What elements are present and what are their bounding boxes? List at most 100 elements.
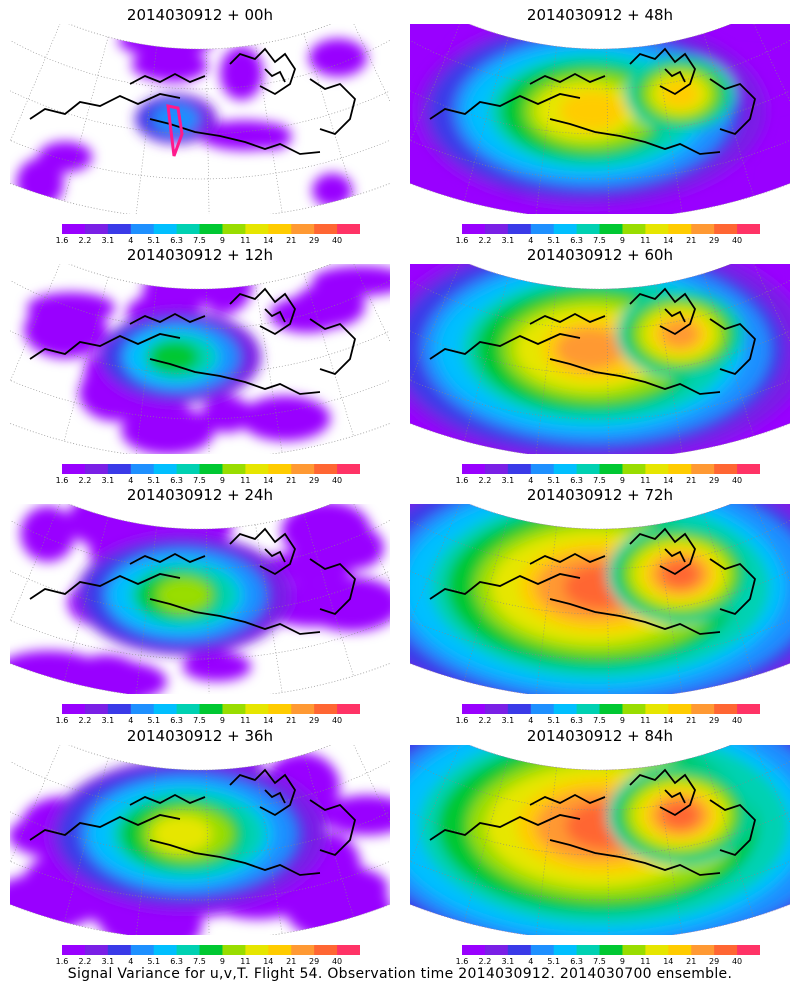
colorbar-swatch [645, 945, 669, 955]
colorbar [462, 945, 760, 955]
colorbar-tick-label: 14 [663, 957, 674, 966]
colorbar-swatch [199, 945, 223, 955]
colorbar-swatch [484, 464, 509, 474]
colorbar-tick-label: 2.2 [478, 236, 492, 245]
colorbar-swatch [314, 224, 338, 234]
colorbar-tick-label: 1.6 [55, 716, 69, 725]
colorbar-tick-label: 29 [709, 236, 720, 245]
colorbar-tick-label: 6.3 [170, 236, 183, 245]
colorbar [462, 224, 760, 234]
colorbar-tick-label: 5.1 [147, 716, 161, 725]
colorbar-tick-label: 2.2 [78, 716, 92, 725]
colorbar-swatch [314, 704, 338, 714]
colorbar-swatch [668, 464, 692, 474]
colorbar-tick-label: 5.1 [147, 957, 161, 966]
colorbar [62, 464, 360, 474]
colorbar-tick-label: 6.3 [170, 957, 183, 966]
colorbar-swatch [337, 464, 360, 474]
colorbar-tick-label: 3.1 [501, 476, 515, 485]
colorbar-swatch [222, 224, 246, 234]
colorbar-swatch [84, 224, 109, 234]
colorbar-tick-label: 11 [640, 716, 651, 725]
map-panel: 2014030912 + 72h 1.6 2.2 3.1 4 5.1 6.3 7.5 9 11 14… [400, 480, 800, 725]
colorbar-swatch [576, 945, 601, 955]
colorbar-tick-label: 29 [709, 716, 720, 725]
colorbar-swatch [222, 704, 246, 714]
colorbar-tick-label: 3.1 [501, 716, 515, 725]
colorbar-swatch [668, 224, 692, 234]
colorbar-tick-label: 4 [528, 236, 534, 245]
colorbar-swatch [645, 464, 669, 474]
colorbar-labels: 1.6 2.2 3.1 4 5.1 6.3 7.5 9 11 14 21 29 40 [52, 716, 372, 726]
colorbar-tick-label: 29 [709, 476, 720, 485]
colorbar-tick-label: 7.5 [193, 236, 206, 245]
colorbar-swatch [107, 224, 132, 234]
colorbar-swatch [645, 704, 669, 714]
panel-title: 2014030912 + 84h [526, 727, 674, 745]
colorbar-labels: 1.6 2.2 3.1 4 5.1 6.3 7.5 9 11 14 21 29 40 [52, 476, 372, 486]
colorbar-labels: 1.6 2.2 3.1 4 5.1 6.3 7.5 9 11 14 21 29 40 [52, 957, 372, 967]
colorbar-tick-label: 21 [686, 476, 697, 485]
colorbar-tick-label: 2.2 [78, 236, 92, 245]
colorbar-tick-label: 14 [663, 716, 674, 725]
colorbar-swatch [130, 224, 155, 234]
colorbar-tick-label: 40 [331, 236, 343, 245]
colorbar-swatch [153, 704, 178, 714]
colorbar-swatch [130, 945, 155, 955]
colorbar [62, 945, 360, 955]
colorbar-tick-label: 3.1 [101, 476, 115, 485]
forecast-map [410, 24, 790, 214]
colorbar-swatch [337, 704, 360, 714]
colorbar-tick-label: 2.2 [478, 957, 492, 966]
colorbar-swatch [153, 464, 178, 474]
colorbar-tick-label: 1.6 [55, 476, 69, 485]
colorbar-swatch [84, 945, 109, 955]
colorbar-tick-label: 1.6 [455, 476, 469, 485]
coastlines [429, 287, 756, 395]
colorbar-swatch [553, 945, 578, 955]
colorbar-tick-label: 9 [619, 236, 625, 245]
colorbar-tick-label: 14 [263, 716, 274, 725]
colorbar-tick-label: 5.1 [547, 716, 561, 725]
colorbar-swatch [530, 224, 555, 234]
colorbar-tick-label: 40 [731, 236, 743, 245]
colorbar-tick-label: 7.5 [593, 236, 606, 245]
colorbar-swatch [484, 704, 509, 714]
colorbar-swatch [737, 224, 760, 234]
colorbar-labels: 1.6 2.2 3.1 4 5.1 6.3 7.5 9 11 14 21 29 40 [452, 716, 772, 726]
colorbar-swatch [691, 704, 715, 714]
map-panel: 2014030912 + 48h 1.6 2.2 3.1 4 5.1 6.3 7.5 9 11 14… [400, 0, 800, 245]
colorbar-swatch [153, 945, 178, 955]
colorbar-swatch [484, 224, 509, 234]
colorbar-swatch [576, 224, 601, 234]
colorbar [62, 224, 360, 234]
colorbar-swatch [222, 945, 246, 955]
colorbar-swatch [291, 464, 315, 474]
colorbar-swatch [462, 464, 486, 474]
panel-title: 2014030912 + 00h [126, 6, 274, 24]
colorbar-tick-label: 21 [686, 957, 697, 966]
colorbar-swatch [691, 464, 715, 474]
colorbar-tick-label: 21 [686, 716, 697, 725]
colorbar-tick-label: 11 [640, 476, 651, 485]
coastlines [29, 527, 356, 635]
colorbar-tick-label: 11 [240, 476, 251, 485]
colorbar-swatch [737, 464, 760, 474]
colorbar-swatch [62, 945, 86, 955]
colorbar-swatch [668, 704, 692, 714]
colorbar-swatch [84, 704, 109, 714]
colorbar-tick-label: 29 [709, 957, 720, 966]
colorbar-tick-label: 4 [528, 476, 534, 485]
colorbar-swatch [576, 704, 601, 714]
colorbar-swatch [222, 464, 246, 474]
forecast-map [410, 745, 790, 935]
colorbar-swatch [507, 464, 532, 474]
coastlines [429, 527, 756, 635]
colorbar-swatch [737, 945, 760, 955]
colorbar-swatch [84, 464, 109, 474]
colorbar [462, 704, 760, 714]
colorbar-tick-label: 4 [128, 476, 134, 485]
colorbar-tick-label: 1.6 [455, 236, 469, 245]
colorbar-swatch [291, 945, 315, 955]
forecast-map [410, 504, 790, 694]
